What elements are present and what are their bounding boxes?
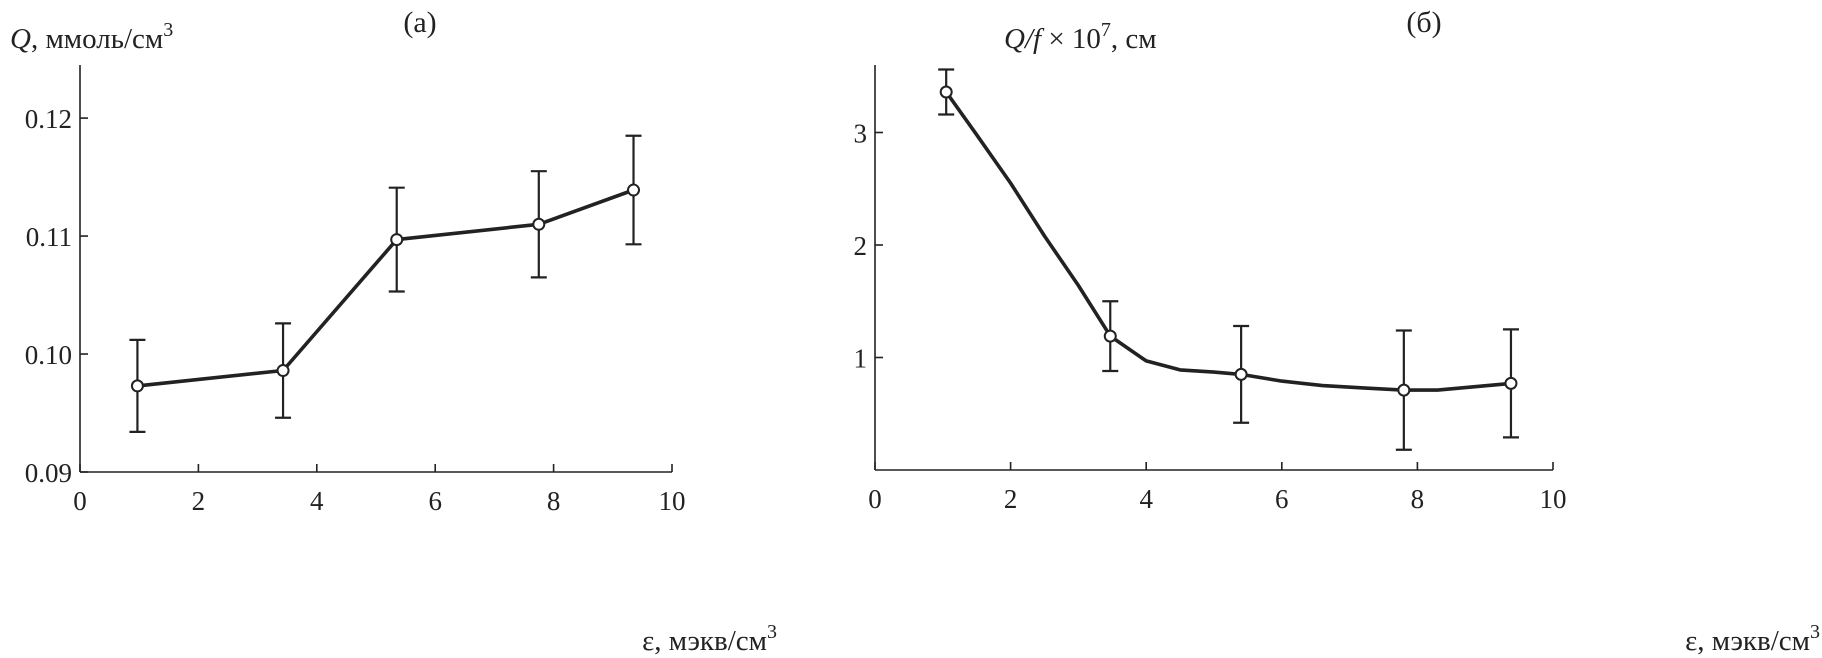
panel-a-y-tick-label: 0.09 — [25, 458, 72, 488]
panel-a-x-tick-label: 2 — [192, 486, 206, 516]
panel-b-label: (б) — [1406, 6, 1441, 39]
panel-a-x-axis-label: ε, мэкв/см3 — [642, 621, 777, 657]
panel-a-x-tick-label: 10 — [659, 486, 686, 516]
panel-a-y-tick-label: 0.11 — [26, 222, 72, 252]
panel-b-x-tick-label: 8 — [1411, 484, 1425, 514]
panel-a: (а) Q, ммоль/см3 ε, мэкв/см3 0 2 4 6 8 10 0.09… — [10, 6, 777, 657]
panel-b-x-tick-label: 6 — [1275, 484, 1289, 514]
panel-b-y-tick-label: 2 — [854, 231, 868, 261]
panel-b-x-tick-label: 4 — [1139, 484, 1153, 514]
panel-b-data-point — [1504, 376, 1518, 390]
panel-b-data-point — [1103, 329, 1117, 343]
panel-a-data-point — [532, 217, 546, 231]
panel-a-data-point — [627, 183, 641, 197]
panel-b-y-axis-label: Q/f × 107, см — [1004, 19, 1157, 55]
panel-a-plot-area: 0 2 4 6 8 10 0.09 0.10 0.11 0.12 — [25, 65, 686, 516]
panel-a-data-point — [130, 379, 144, 393]
panel-b-x-axis-label: ε, мэкв/см3 — [1685, 621, 1820, 657]
panel-b-y-tick-label: 3 — [854, 119, 868, 149]
panel-a-x-tick-label: 0 — [73, 486, 87, 516]
panel-b-data-point — [1397, 383, 1411, 397]
panel-a-x-tick-label: 8 — [547, 486, 561, 516]
panel-a-y-tick-label: 0.10 — [25, 340, 72, 370]
panel-b-data-point — [1234, 367, 1248, 381]
panel-b-x-tick-label: 2 — [1004, 484, 1018, 514]
panel-b-x-tick-label: 0 — [868, 484, 882, 514]
panel-a-label: (а) — [403, 6, 436, 39]
panel-a-x-tick-label: 4 — [310, 486, 324, 516]
panel-a-data-point — [390, 233, 404, 247]
panel-b-y-tick-label: 1 — [854, 344, 868, 374]
panel-a-series-line — [135, 188, 636, 388]
panel-a-y-axis-label: Q, ммоль/см3 — [10, 19, 173, 55]
panel-a-y-tick-label: 0.12 — [25, 104, 72, 134]
panel-a-x-tick-label: 6 — [428, 486, 442, 516]
panel-b-x-tick-label: 10 — [1540, 484, 1567, 514]
panel-b-series-line — [944, 90, 1513, 392]
panel-b-data-point — [939, 85, 953, 99]
panel-a-data-point — [276, 364, 290, 378]
